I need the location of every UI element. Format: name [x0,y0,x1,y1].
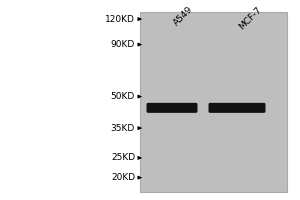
Bar [140,12,287,192]
FancyBboxPatch shape [146,103,197,113]
Text: 120KD: 120KD [105,15,135,24]
FancyBboxPatch shape [208,103,266,113]
Text: 35KD: 35KD [111,124,135,133]
Text: 50KD: 50KD [111,92,135,101]
Text: 20KD: 20KD [111,173,135,182]
Text: A549: A549 [172,5,195,28]
Text: 90KD: 90KD [111,40,135,49]
Text: 25KD: 25KD [111,153,135,162]
Text: MCF-7: MCF-7 [237,5,263,31]
